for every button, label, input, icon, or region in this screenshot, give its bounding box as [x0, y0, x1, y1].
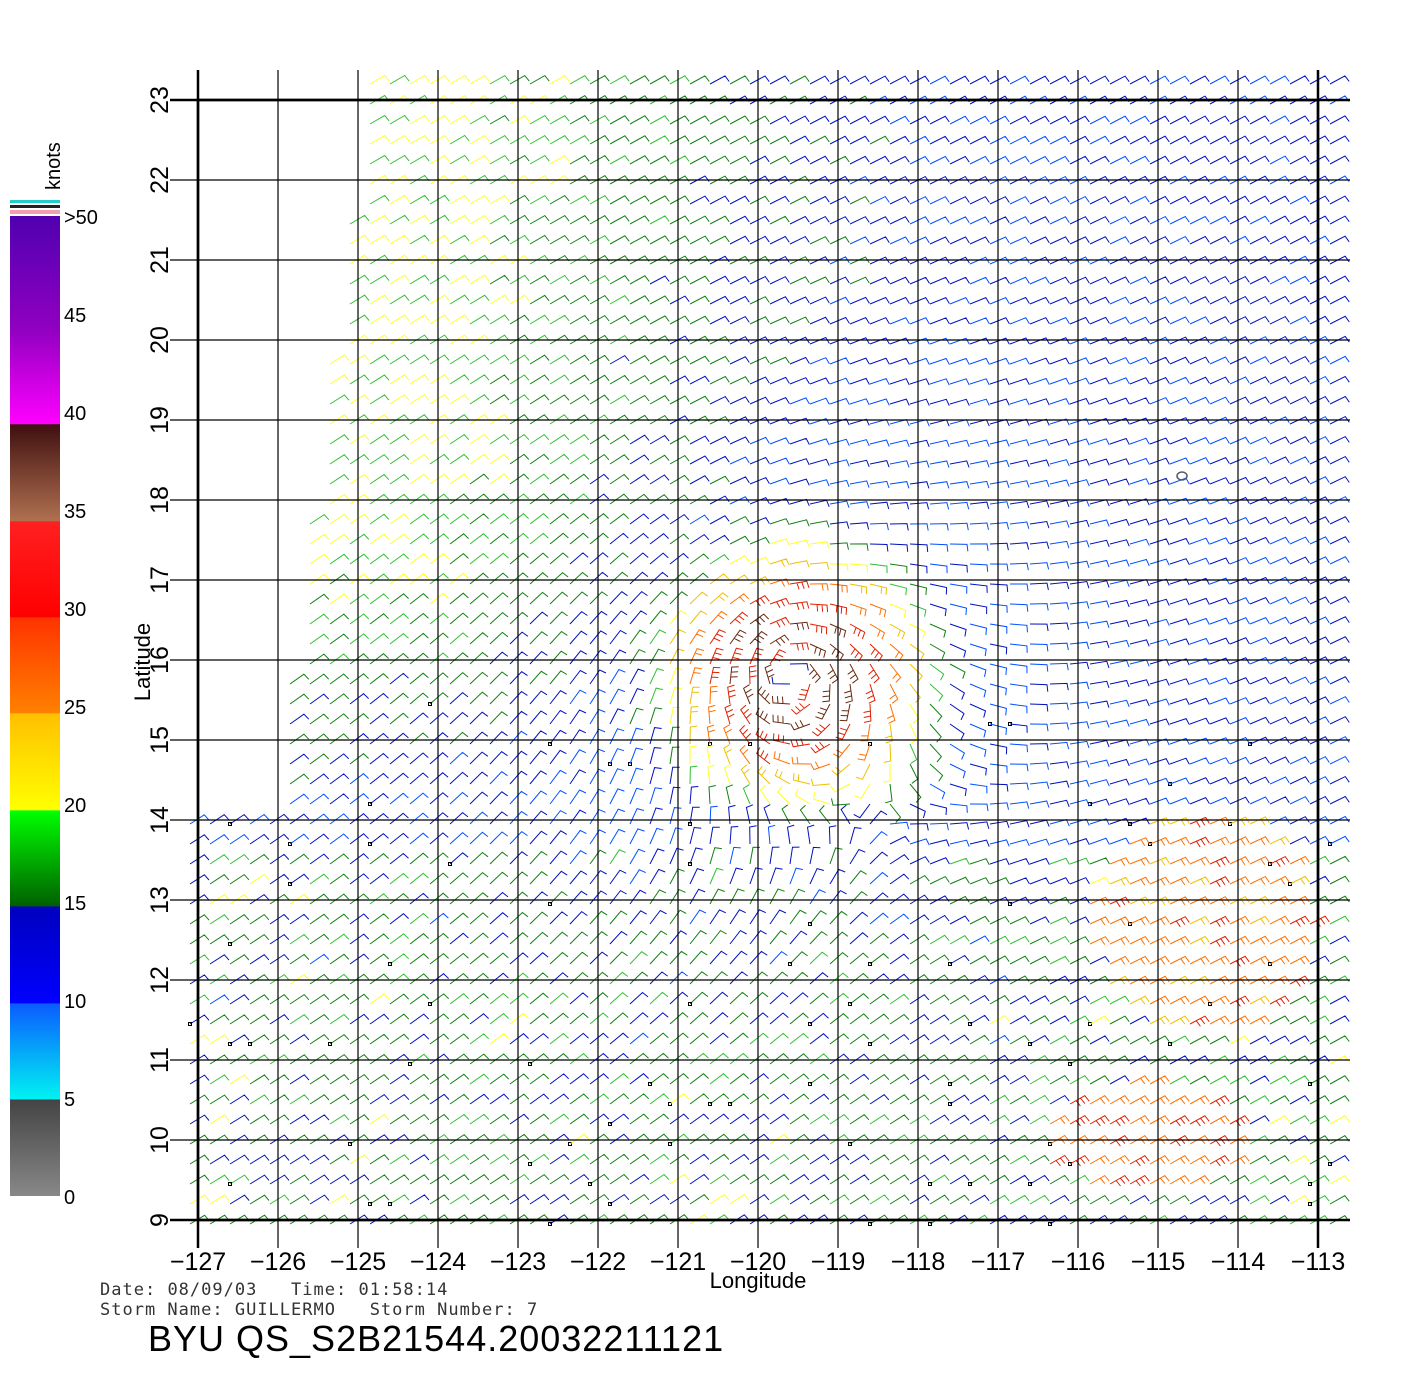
- lat-tick-label: 22: [146, 166, 174, 194]
- lat-tick-label: 13: [146, 886, 174, 914]
- meta-storm: Storm Name: GUILLERMO Storm Number: 7: [100, 1300, 538, 1320]
- colorbar-tick-label: 40: [64, 403, 86, 425]
- colorbar-top-stripe-pink: [10, 210, 60, 214]
- map-frame: [196, 98, 1320, 1222]
- colorbar-unit: knots: [43, 142, 65, 190]
- lon-tick-label: −123: [490, 1248, 546, 1276]
- colorbar-tick-label: 5: [64, 1089, 75, 1111]
- lon-tick-label: −116: [1051, 1248, 1105, 1276]
- wind-barbs-layer: [188, 74, 1350, 1226]
- colorbar-top-stripe-cyan: [10, 200, 60, 203]
- lat-tick-label: 21: [146, 246, 174, 274]
- lat-tick-label: 23: [146, 86, 174, 114]
- wind-barb-group: [189, 74, 1350, 1225]
- lon-tick-label: −126: [250, 1248, 306, 1276]
- lon-tick-label: −120: [730, 1248, 786, 1276]
- colorbar-labels: >50 45 40 35 30 25 20 15 10 5 0: [64, 207, 98, 1209]
- lat-tick-label: 18: [146, 486, 174, 514]
- colorbar-tick-label: 0: [64, 1187, 75, 1209]
- latitude-tick-labels: 9 10 11 12 13 14 15 16 17 18 19 20 21 22 23: [146, 86, 174, 1227]
- lon-tick-label: −127: [170, 1248, 226, 1276]
- lon-tick-label: −121: [650, 1248, 706, 1276]
- storm-number-label: Storm Number:: [369, 1300, 516, 1320]
- date-value: 08/09/03: [167, 1280, 258, 1300]
- colorbar-tick-label: 10: [64, 991, 86, 1013]
- lon-tick-label: −125: [330, 1248, 386, 1276]
- colorbar-tick-label: 20: [64, 795, 86, 817]
- colorbar-tick-label: 45: [64, 305, 86, 327]
- colorbar: knots >50 45 40 35 30 25 20 15 10 5 0: [10, 142, 98, 1209]
- lat-tick-label: 9: [146, 1213, 174, 1227]
- lat-lon-grid: [170, 70, 1350, 1248]
- wind-barb-group: [189, 74, 1350, 1225]
- lon-tick-label: −114: [1211, 1248, 1266, 1276]
- file-id: BYU QS_S2B21544.20032211121: [148, 1318, 725, 1359]
- lon-tick-label: −113: [1291, 1248, 1345, 1276]
- time-label: Time:: [291, 1280, 348, 1300]
- lat-tick-label: 12: [146, 966, 174, 994]
- plot-border: [196, 98, 1320, 1222]
- lat-tick-label: 15: [146, 726, 174, 754]
- wind-barb-group: [669, 558, 1310, 1025]
- lat-tick-label: 14: [146, 806, 174, 834]
- lon-tick-label: −122: [570, 1248, 626, 1276]
- storm-number-value: 7: [527, 1300, 539, 1320]
- colorbar-tick-label: 15: [64, 893, 86, 915]
- colorbar-gradient: [10, 216, 60, 1196]
- lon-tick-label: −124: [410, 1248, 466, 1276]
- longitude-tick-labels: −127 −126 −125 −124 −123 −122 −121 −120 −119 −118…: [170, 1248, 1345, 1276]
- time-value: 01:58:14: [358, 1280, 449, 1300]
- wind-barb-group: [189, 74, 1350, 1225]
- position-marker-icon: [1176, 471, 1188, 481]
- lat-tick-label: 20: [146, 326, 174, 354]
- lat-tick-label: 19: [146, 406, 174, 434]
- lat-tick-label: 17: [146, 566, 174, 594]
- wind-barb-group: [188, 702, 1332, 1226]
- lon-tick-label: −118: [891, 1248, 945, 1276]
- colorbar-tick-label: 25: [64, 697, 86, 719]
- storm-name-value: GUILLERMO: [234, 1300, 336, 1320]
- lat-tick-label: 10: [146, 1126, 174, 1154]
- colorbar-top-stripe-dark: [10, 205, 60, 208]
- x-axis-title: Longitude: [710, 1268, 807, 1293]
- colorbar-tick-label: 35: [64, 501, 86, 523]
- lon-tick-label: −117: [971, 1248, 1025, 1276]
- lon-tick-label: −115: [1131, 1248, 1185, 1276]
- wind-barb-group: [189, 75, 1350, 1225]
- wind-barb-group: [689, 578, 1310, 1185]
- lat-tick-label: 16: [146, 646, 174, 674]
- storm-name-label: Storm Name:: [100, 1300, 224, 1320]
- colorbar-tick-label: >50: [64, 207, 98, 229]
- wind-barb-group: [189, 75, 1350, 1045]
- lon-tick-label: −119: [811, 1248, 865, 1276]
- meta-date-time: Date: 08/09/03 Time: 01:58:14: [100, 1280, 448, 1300]
- y-axis-title: Latitude: [130, 623, 155, 701]
- date-label: Date:: [100, 1280, 157, 1300]
- lat-tick-label: 11: [146, 1047, 174, 1073]
- wind-barb-group: [729, 613, 859, 731]
- colorbar-tick-label: 30: [64, 599, 86, 621]
